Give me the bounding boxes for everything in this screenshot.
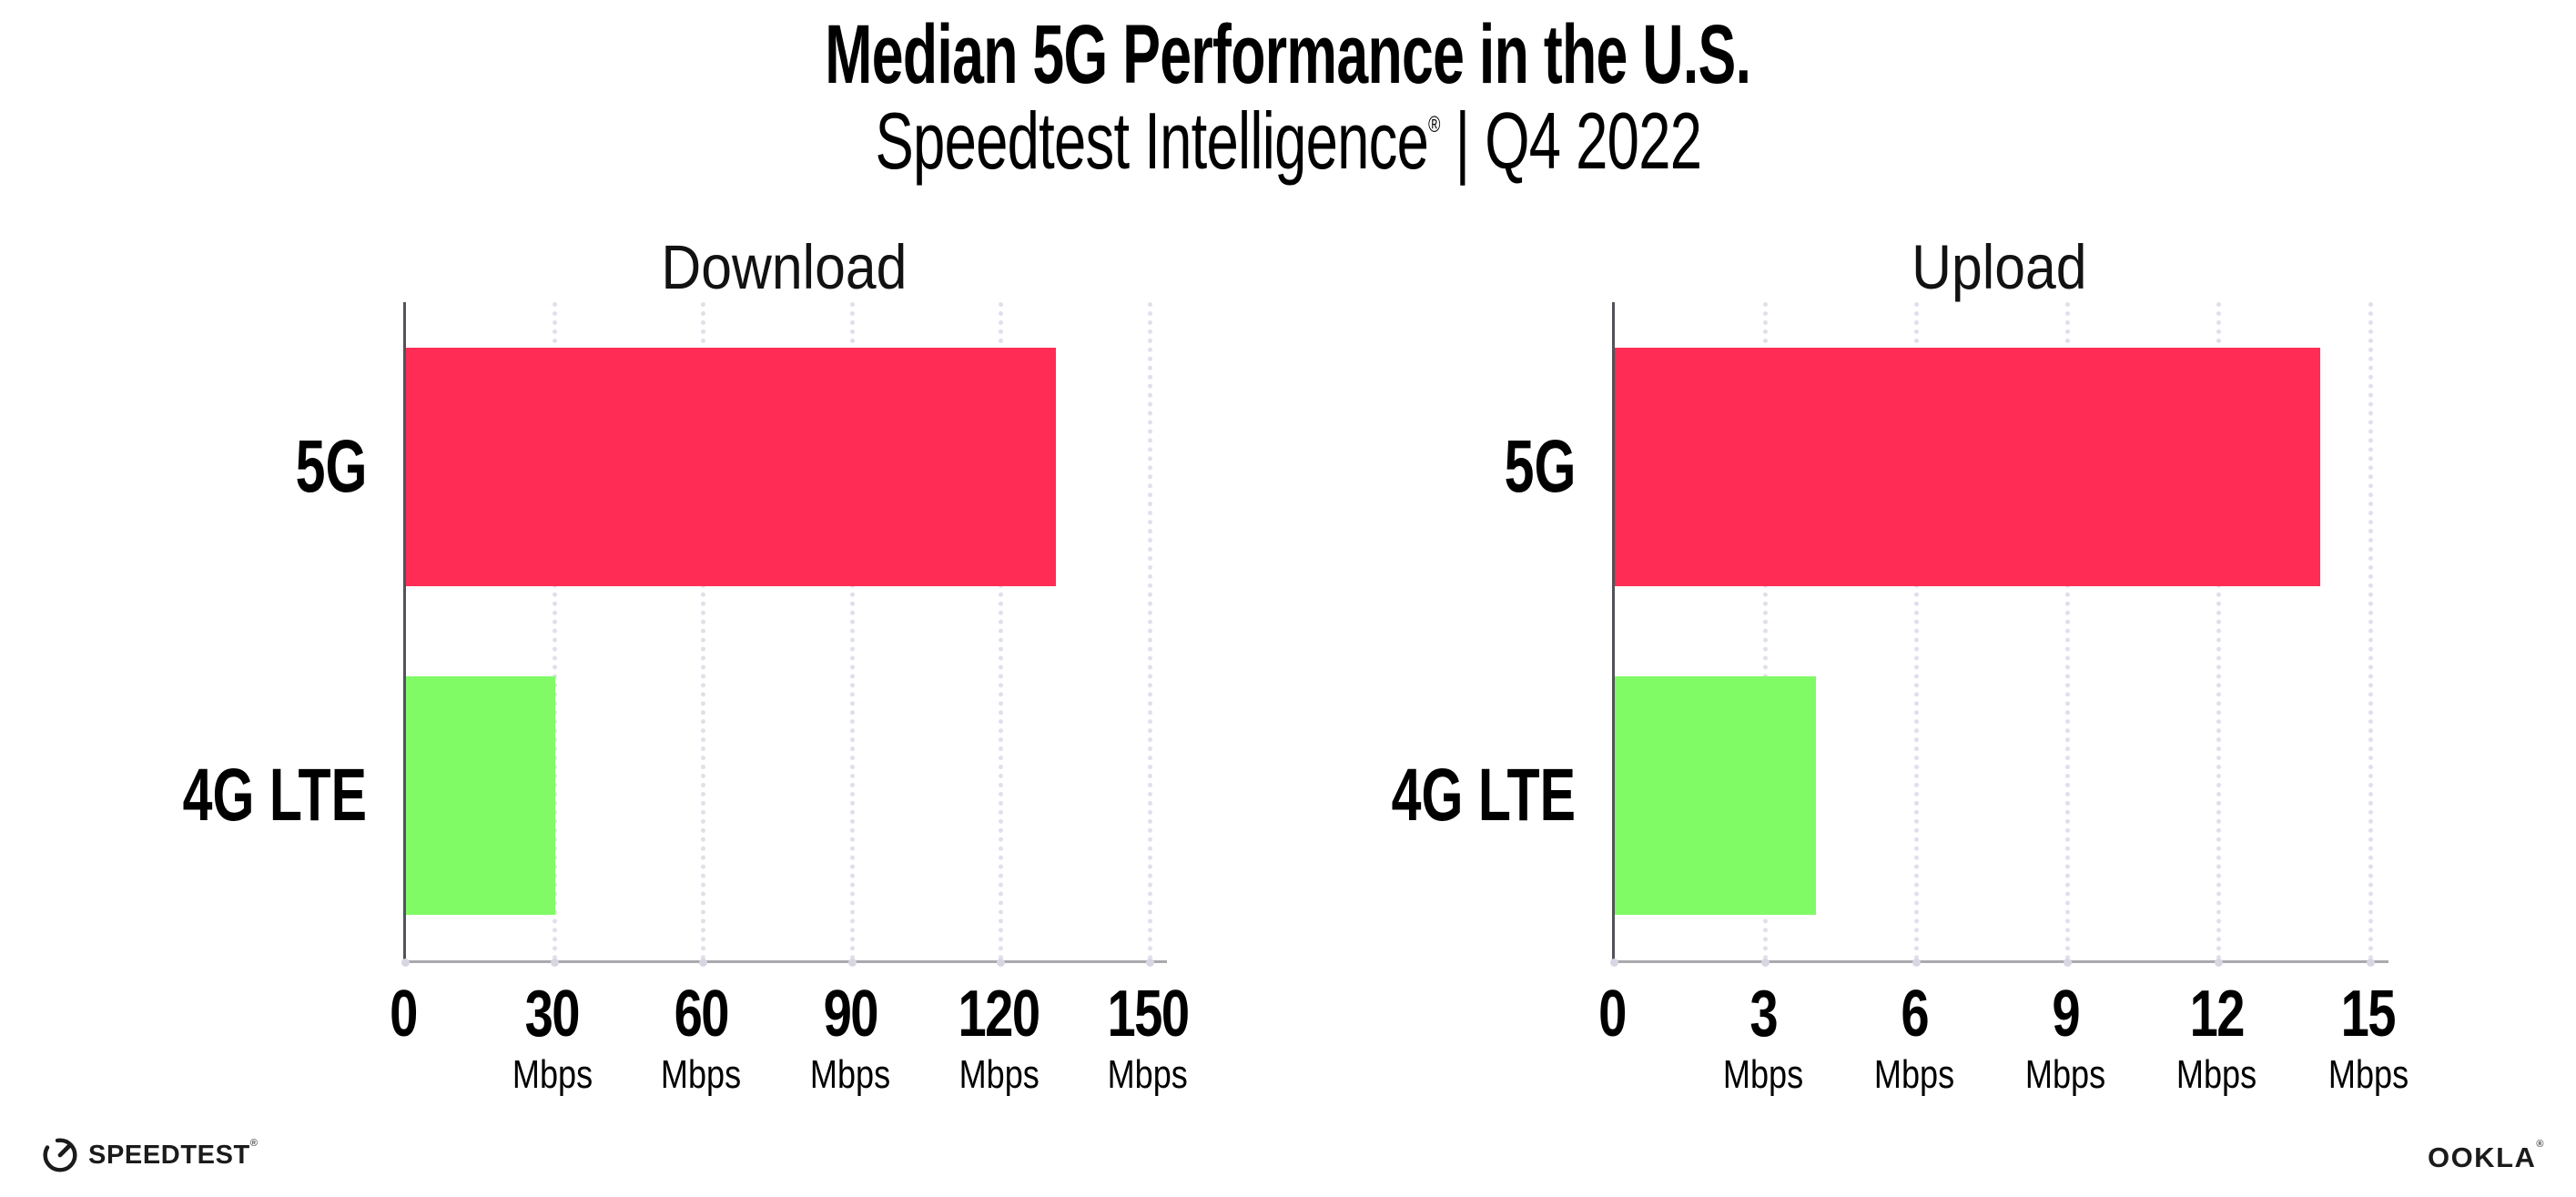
x-tick-value: 120 <box>958 978 1041 1050</box>
chart-panel-download: Download 5G 4G LTE 0 30 Mbps 60 Mbps 90 Mbps 12… <box>82 218 1190 1131</box>
page-title: Median 5G Performance in the U.S. <box>0 13 2576 96</box>
axis-tick-dot <box>401 959 410 967</box>
x-tick-unit: Mbps <box>809 1052 890 1097</box>
ookla-reg-icon: ® <box>2536 1139 2545 1150</box>
x-tick-unit: Mbps <box>1874 1052 1955 1097</box>
x-tick-value: 3 <box>1749 978 1778 1050</box>
subtitle-brand: Speedtest Intelligence <box>875 96 1428 186</box>
panel-title-upload: Upload <box>1911 232 2087 302</box>
plot-area-download <box>401 302 1167 967</box>
x-tick: 120 Mbps <box>947 981 1050 1095</box>
x-tick-value: 90 <box>823 978 878 1050</box>
x-tick-value: 6 <box>1901 978 1929 1050</box>
ookla-wordmark: OOKLA® <box>2427 1139 2545 1173</box>
gridline <box>2216 302 2222 960</box>
x-tick-value: 60 <box>674 978 730 1050</box>
x-tick-unit: Mbps <box>661 1052 742 1097</box>
x-axis-download: 0 30 Mbps 60 Mbps 90 Mbps 120 Mbps 150 Mbps <box>390 963 1190 1131</box>
x-tick: 60 Mbps <box>652 981 750 1095</box>
chart-panel-upload: Upload 5G 4G LTE 0 3 Mbps 6 Mbps 9 Mbps 12 Mbps 1… <box>1291 218 2409 1131</box>
axis-tick-dot <box>2064 959 2073 967</box>
x-tick-value: 0 <box>390 978 418 1050</box>
bar-download-5g <box>406 347 1057 586</box>
x-tick-value: 12 <box>2189 978 2246 1050</box>
y-axis-label-4g-lte: 4G LTE <box>182 754 367 837</box>
x-tick-unit: Mbps <box>2176 1052 2257 1097</box>
x-tick-value: 0 <box>1598 978 1627 1050</box>
gridline <box>552 302 557 960</box>
axis-tick-dot <box>2215 959 2224 967</box>
speedtest-logo: SPEEDTEST® <box>42 1137 259 1173</box>
gridline <box>849 302 855 960</box>
x-tick-value: 30 <box>524 978 581 1050</box>
axis-tick-dot <box>997 959 1006 967</box>
axis-tick-dot <box>550 959 559 967</box>
x-tick: 12 Mbps <box>2168 981 2267 1095</box>
x-tick-unit: Mbps <box>512 1052 593 1097</box>
page-title-text: Median 5G Performance in the U.S. <box>825 8 1751 101</box>
panel-title-download: Download <box>660 232 908 302</box>
gridline <box>2065 302 2071 960</box>
speedtest-gauge-icon <box>43 1138 77 1172</box>
x-tick-value: 150 <box>1107 978 1190 1050</box>
x-tick: 9 Mbps <box>2017 981 2115 1095</box>
x-tick: 15 Mbps <box>2319 981 2418 1095</box>
x-axis-upload: 0 3 Mbps 6 Mbps 9 Mbps 12 Mbps 15 Mbps <box>1598 963 2409 1131</box>
y-axis-labels: 5G 4G LTE <box>1291 302 1612 960</box>
x-tick: 3 Mbps <box>1714 981 1812 1095</box>
registered-trademark-icon: ® <box>1427 112 1440 137</box>
gridline <box>999 302 1004 960</box>
x-tick-unit: Mbps <box>2328 1052 2409 1097</box>
x-tick-unit: Mbps <box>1107 1052 1189 1097</box>
bar-upload-5g <box>1615 347 2321 586</box>
subtitle-period: | Q4 2022 <box>1439 96 1701 186</box>
y-axis-label-5g: 5G <box>295 424 367 508</box>
axis-tick-dot <box>1146 959 1154 967</box>
x-tick-value: 9 <box>2052 978 2081 1050</box>
gridline <box>1914 302 1920 960</box>
x-tick-unit: Mbps <box>958 1052 1040 1097</box>
bar-upload-4g-lte <box>1615 676 1817 916</box>
x-tick-value: 15 <box>2340 978 2397 1050</box>
y-axis-label-5g: 5G <box>1504 424 1576 508</box>
gridline <box>1148 302 1152 960</box>
bar-download-4g-lte <box>406 676 555 916</box>
axis-tick-dot <box>2366 959 2375 967</box>
x-tick: 0 <box>386 981 421 1047</box>
axis-tick-dot <box>1912 959 1922 967</box>
axis-tick-dot <box>1761 959 1770 967</box>
x-tick: 30 Mbps <box>503 981 602 1095</box>
plot-area-upload <box>1610 302 2388 967</box>
gridline <box>2368 302 2373 960</box>
x-tick: 0 <box>1595 981 1629 1047</box>
axis-tick-dot <box>847 959 857 967</box>
x-tick-unit: Mbps <box>1722 1052 1804 1097</box>
gridline <box>701 302 706 960</box>
y-axis-labels: 5G 4G LTE <box>82 302 403 960</box>
axis-tick-dot <box>1610 959 1618 967</box>
x-tick: 150 Mbps <box>1096 981 1200 1095</box>
x-tick: 90 Mbps <box>801 981 899 1095</box>
x-tick: 6 Mbps <box>1865 981 1963 1095</box>
x-tick-unit: Mbps <box>2025 1052 2106 1097</box>
axis-tick-dot <box>699 959 708 967</box>
y-axis-label-4g-lte: 4G LTE <box>1391 754 1576 837</box>
page-subtitle: Speedtest Intelligence® | Q4 2022 <box>0 95 2576 187</box>
speedtest-wordmark: SPEEDTEST® <box>88 1137 259 1170</box>
speedtest-reg-icon: ® <box>249 1137 259 1149</box>
gridline <box>1763 302 1769 960</box>
